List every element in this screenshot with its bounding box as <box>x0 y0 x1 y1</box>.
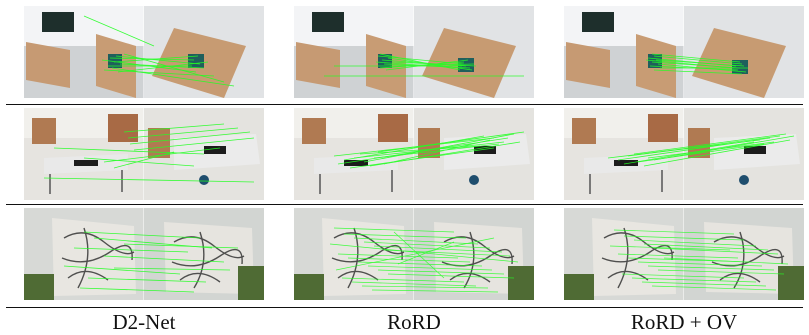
column-label-d2net: D2-Net <box>112 310 176 334</box>
panel-rord-graffiti-wall <box>294 208 534 300</box>
panel-d2net-office-boards <box>24 6 264 98</box>
column-label-rord: RoRD <box>387 310 441 334</box>
row-divider-2 <box>6 204 803 205</box>
row-divider-3 <box>6 307 803 308</box>
panel-d2net-lab-tables <box>24 108 264 200</box>
panel-rord-lab-tables <box>294 108 534 200</box>
column-label-rord-ov: RoRD + OV <box>630 310 738 334</box>
panel-rord-ov-office-boards <box>564 6 804 98</box>
panel-d2net-graffiti-wall <box>24 208 264 300</box>
panel-rord-office-boards <box>294 6 534 98</box>
row-divider-1 <box>6 104 803 105</box>
panel-rord-ov-lab-tables <box>564 108 804 200</box>
panel-rord-ov-graffiti-wall <box>564 208 804 300</box>
